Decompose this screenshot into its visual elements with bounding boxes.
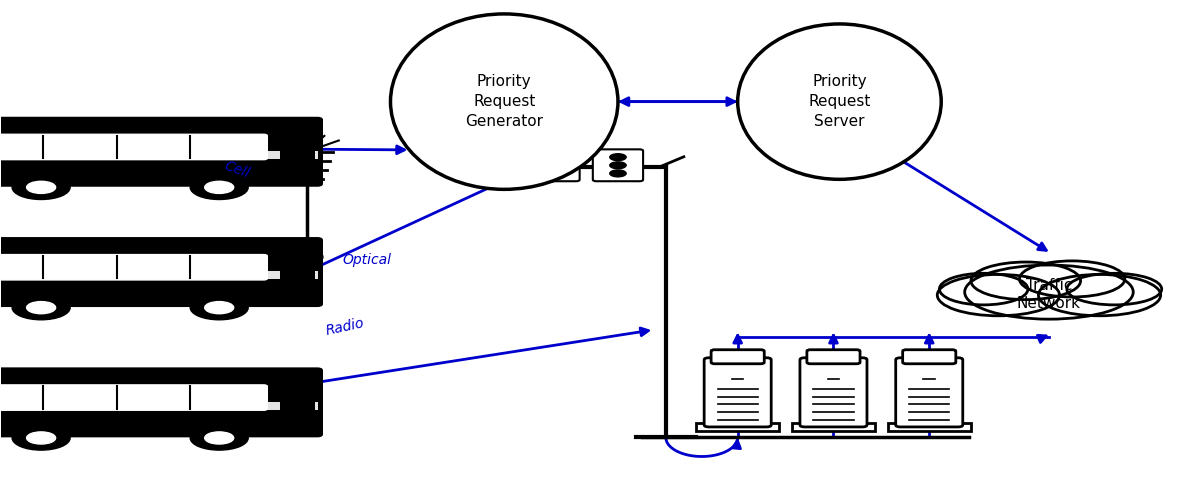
- Text: Priority
Request
Server: Priority Request Server: [809, 74, 871, 129]
- FancyBboxPatch shape: [696, 423, 779, 431]
- FancyBboxPatch shape: [0, 385, 268, 410]
- Ellipse shape: [940, 273, 1028, 305]
- FancyBboxPatch shape: [281, 268, 314, 288]
- Circle shape: [26, 432, 55, 444]
- Circle shape: [546, 162, 563, 169]
- Circle shape: [191, 295, 248, 320]
- Circle shape: [12, 175, 70, 200]
- Ellipse shape: [1067, 273, 1162, 305]
- Circle shape: [12, 426, 70, 450]
- FancyBboxPatch shape: [0, 255, 268, 280]
- Ellipse shape: [937, 275, 1060, 316]
- FancyBboxPatch shape: [593, 149, 643, 181]
- FancyBboxPatch shape: [0, 151, 318, 159]
- FancyBboxPatch shape: [281, 148, 314, 168]
- FancyBboxPatch shape: [0, 134, 268, 160]
- Circle shape: [191, 426, 248, 450]
- Circle shape: [610, 162, 626, 169]
- FancyBboxPatch shape: [529, 149, 580, 181]
- FancyBboxPatch shape: [800, 358, 866, 427]
- Ellipse shape: [1038, 275, 1160, 316]
- Text: Radio: Radio: [325, 316, 366, 338]
- FancyBboxPatch shape: [704, 358, 772, 427]
- Circle shape: [205, 432, 234, 444]
- Circle shape: [205, 301, 234, 313]
- FancyBboxPatch shape: [0, 118, 322, 185]
- Circle shape: [26, 181, 55, 194]
- FancyBboxPatch shape: [0, 402, 318, 410]
- FancyBboxPatch shape: [895, 358, 962, 427]
- Circle shape: [26, 301, 55, 313]
- FancyBboxPatch shape: [0, 238, 322, 306]
- Text: Traffic
Network: Traffic Network: [1016, 278, 1081, 311]
- Circle shape: [610, 170, 626, 177]
- Circle shape: [546, 154, 563, 161]
- FancyBboxPatch shape: [792, 423, 875, 431]
- Ellipse shape: [738, 24, 941, 179]
- Ellipse shape: [965, 265, 1133, 319]
- Circle shape: [610, 154, 626, 161]
- Circle shape: [12, 295, 70, 320]
- FancyBboxPatch shape: [712, 350, 764, 364]
- Ellipse shape: [1020, 261, 1124, 297]
- Text: Cell: Cell: [223, 158, 252, 180]
- FancyBboxPatch shape: [0, 368, 322, 436]
- Circle shape: [191, 175, 248, 200]
- Ellipse shape: [971, 262, 1080, 299]
- Text: Optical: Optical: [342, 253, 391, 267]
- FancyBboxPatch shape: [0, 271, 318, 279]
- FancyBboxPatch shape: [806, 350, 860, 364]
- Circle shape: [205, 181, 234, 194]
- FancyBboxPatch shape: [902, 350, 956, 364]
- FancyBboxPatch shape: [281, 399, 314, 419]
- Text: Priority
Request
Generator: Priority Request Generator: [466, 74, 544, 129]
- Circle shape: [546, 170, 563, 177]
- FancyBboxPatch shape: [888, 423, 971, 431]
- Ellipse shape: [390, 14, 618, 190]
